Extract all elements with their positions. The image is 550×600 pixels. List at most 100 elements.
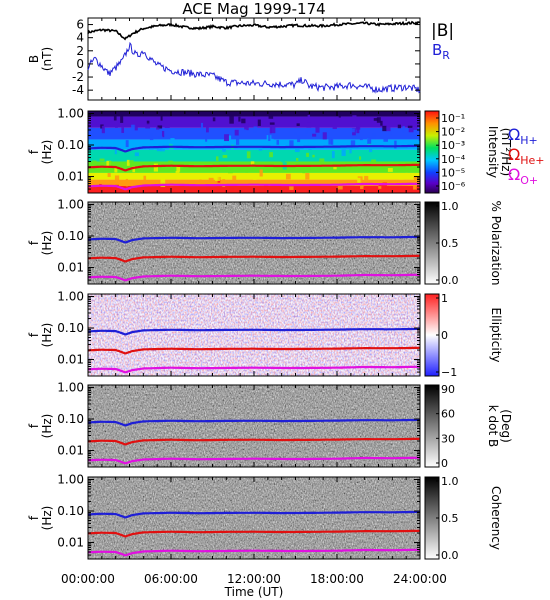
- spectral-texture: [132, 166, 136, 173]
- spectral-texture: [357, 177, 361, 183]
- spectral-texture: [236, 137, 240, 145]
- gyrofrequency-line: [88, 144, 420, 153]
- spectral-texture: [331, 139, 334, 145]
- y-tick-label: 1.00: [57, 289, 84, 303]
- spectral-texture: [107, 172, 111, 177]
- spectral-texture: [305, 172, 310, 180]
- spectral-texture: [162, 155, 167, 162]
- y-axis-label: f: [27, 515, 41, 520]
- grayscale-texture: [88, 202, 420, 284]
- grayscale-texture: [88, 477, 420, 559]
- colorbar-tick-label: 10⁻⁵: [441, 166, 465, 179]
- spectral-band: [88, 127, 420, 140]
- y-tick-label: -4: [72, 83, 84, 97]
- y-tick-label: 1.00: [57, 380, 84, 394]
- spectral-texture: [306, 122, 312, 128]
- spectral-texture: [115, 184, 119, 191]
- spectral-texture: [134, 152, 139, 157]
- spectral-texture: [398, 173, 404, 180]
- spectral-texture: [322, 132, 327, 140]
- spectral-texture: [205, 133, 208, 142]
- spectrogram-image: [88, 294, 420, 376]
- spectral-texture: [99, 158, 105, 162]
- colorbar-tick-label: 10⁻³: [441, 139, 465, 152]
- spectral-texture: [113, 112, 117, 121]
- y-axis-label: f: [27, 240, 41, 245]
- colorbar-tick-label: 0.0: [441, 549, 459, 562]
- spectral-texture: [349, 146, 352, 154]
- spectral-texture: [299, 111, 304, 115]
- spectral-texture: [412, 123, 418, 130]
- spectral-texture: [234, 129, 239, 136]
- spectral-texture: [114, 146, 117, 155]
- spectral-texture: [138, 150, 142, 159]
- spectral-texture: [332, 124, 337, 130]
- x-tick-label: 18:00:00: [310, 572, 364, 586]
- spectral-texture: [131, 124, 136, 132]
- x-tick-label: 24:00:00: [393, 572, 447, 586]
- spectral-texture: [228, 166, 233, 174]
- y-tick-label: 0.10: [57, 321, 84, 335]
- y-axis-unit: (Hz): [40, 140, 54, 165]
- gyrofrequency-line: [88, 418, 420, 427]
- spectral-texture: [407, 125, 413, 129]
- y-axis-label: f: [27, 423, 41, 428]
- spectral-texture: [276, 139, 280, 145]
- gyrofrequency-line: [88, 327, 420, 336]
- spectral-texture: [402, 126, 405, 134]
- spectral-texture: [331, 150, 335, 159]
- spectral-texture: [259, 169, 263, 177]
- spectral-texture: [172, 142, 177, 148]
- spectral-texture: [96, 122, 99, 125]
- y-tick-label: 0.01: [57, 536, 84, 550]
- spectral-texture: [105, 156, 110, 160]
- spectral-texture: [351, 128, 355, 133]
- spectral-texture: [121, 127, 125, 133]
- y-tick-label: 0.01: [57, 353, 84, 367]
- spectral-texture: [112, 142, 116, 150]
- spectral-texture: [199, 179, 202, 184]
- gyrofrequency-line: [88, 273, 420, 282]
- spectral-texture: [281, 158, 285, 163]
- spectral-texture: [153, 163, 158, 172]
- legend-entry-BR: BR: [432, 41, 450, 62]
- spectral-texture: [202, 150, 205, 155]
- spectral-texture: [285, 173, 291, 180]
- spectral-texture: [262, 140, 267, 145]
- spectral-texture: [356, 126, 360, 134]
- figure-title: ACE Mag 1999-174: [182, 0, 325, 18]
- colorbar-tick-label: 0.5: [441, 512, 459, 525]
- spectral-texture: [170, 161, 175, 168]
- colorbar-label: k dot B: [486, 405, 500, 447]
- spectral-texture: [164, 151, 170, 156]
- spectral-texture: [215, 156, 219, 161]
- y-axis-unit: (Hz): [40, 323, 54, 348]
- colorbar-tick-label: 30: [441, 432, 455, 445]
- spectral-texture: [305, 190, 308, 193]
- spectrogram-image: [88, 385, 420, 467]
- spectral-texture: [216, 118, 220, 121]
- spectral-texture: [341, 149, 346, 156]
- y-tick-label: 0.01: [57, 261, 84, 275]
- spectral-texture: [383, 138, 388, 142]
- spectral-texture: [270, 127, 276, 134]
- spectral-texture: [156, 140, 160, 147]
- spectral-texture: [160, 115, 163, 121]
- spectral-texture: [99, 184, 102, 192]
- colorbar-unit: (Deg): [499, 409, 513, 443]
- spectral-texture: [243, 129, 247, 132]
- spectral-texture: [188, 156, 192, 159]
- spectral-texture: [115, 123, 118, 128]
- spectral-texture: [106, 160, 112, 168]
- spectral-texture: [101, 125, 105, 134]
- spectral-texture: [114, 175, 120, 183]
- spectral-texture: [304, 142, 309, 146]
- spectral-texture: [413, 183, 417, 190]
- gyrofrequency-line: [88, 529, 420, 538]
- spectral-texture: [200, 122, 204, 129]
- spectral-texture: [88, 165, 92, 173]
- series-line: [87, 41, 421, 94]
- spectral-texture: [206, 185, 211, 192]
- colorbar-unit: (nT²/Hz): [499, 128, 513, 176]
